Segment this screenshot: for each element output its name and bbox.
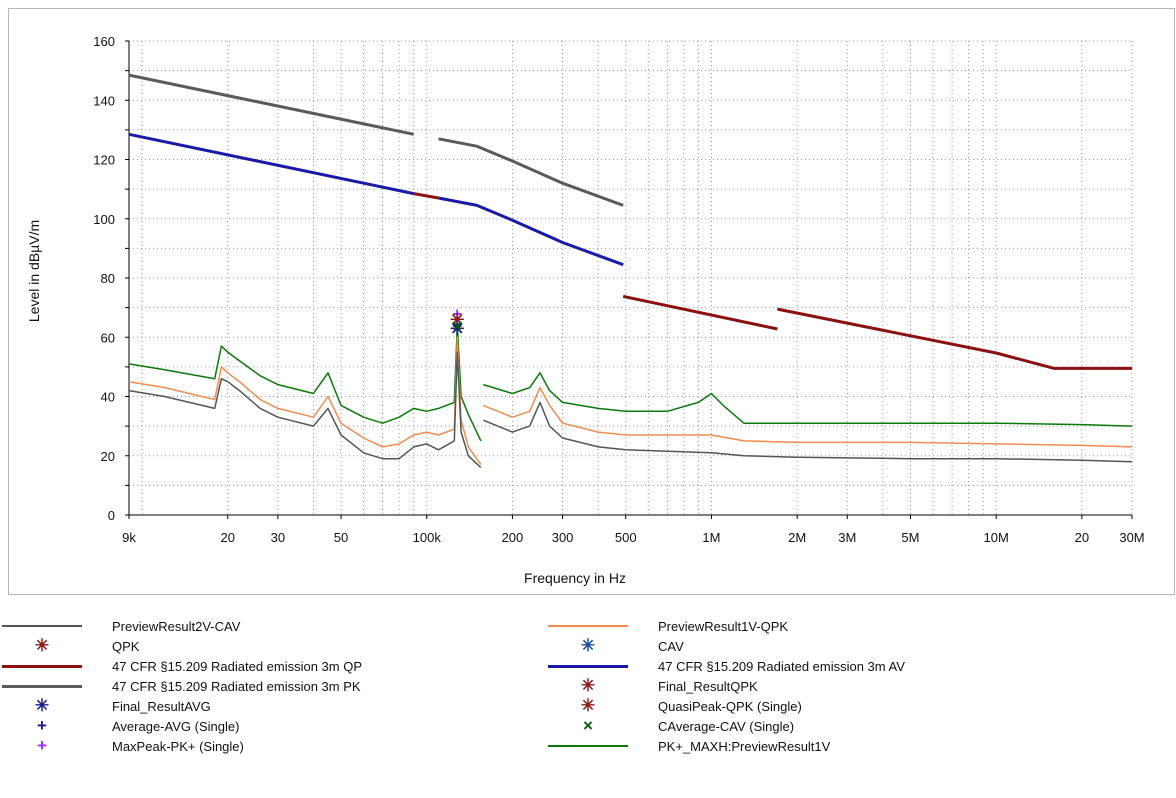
legend-label: 47 CFR §15.209 Radiated emission 3m QP (112, 658, 363, 674)
x-tick-label: 20 (220, 530, 234, 545)
series-line (438, 196, 624, 267)
legend-label: 47 CFR §15.209 Radiated emission 3m AV (658, 658, 905, 674)
series-line (483, 372, 1133, 427)
legend-item: ✳ CAV (546, 636, 684, 656)
legend-item: + MaxPeak-PK+ (Single) (0, 736, 244, 756)
series-line (622, 294, 778, 331)
legend-item: ✳ QuasiPeak-QPK (Single) (546, 696, 802, 716)
x-tick-label: 30M (1119, 530, 1144, 545)
x-tick-label: 1M (702, 530, 720, 545)
y-tick-label: 140 (93, 93, 115, 108)
legend-label: CAverage-CAV (Single) (658, 718, 795, 734)
x-tick-label: 500 (615, 530, 637, 545)
marker-point: ✳ (450, 319, 464, 338)
series-line (777, 307, 1132, 370)
y-axis-label: Level in dBµV/m (26, 220, 42, 322)
legend-line-swatch (546, 616, 630, 636)
legend-label: Final_ResultQPK (658, 678, 758, 694)
legend-line-swatch (546, 736, 630, 756)
x-tick-label: 5M (901, 530, 919, 545)
series-line (438, 137, 624, 207)
x-tick-label: 100k (413, 530, 442, 545)
y-tick-label: 160 (93, 34, 115, 49)
legend-label: Final_ResultAVG (112, 698, 211, 714)
y-tick-label: 40 (101, 390, 115, 405)
legend: PreviewResult2V-CAV PreviewResult1V-QPK ✳ Q… (0, 616, 1176, 796)
legend-item: × CAverage-CAV (Single) (546, 716, 794, 736)
series-line (483, 401, 1133, 463)
x-tick-label: 50 (334, 530, 348, 545)
legend-item: + Average-AVG (Single) (0, 716, 239, 736)
x-tick-label: 30 (271, 530, 285, 545)
legend-item: ✳ Final_ResultQPK (546, 676, 758, 696)
legend-item: ✳ Final_ResultAVG (0, 696, 211, 716)
legend-label: PK+_MAXH:PreviewResult1V (658, 738, 831, 754)
y-axis-ticks: 0 20 40 60 80 100 120 140 160 (93, 34, 129, 523)
legend-label: PreviewResult1V-QPK (658, 618, 789, 634)
y-tick-label: 20 (101, 449, 115, 464)
marker-point: + (452, 305, 462, 324)
legend-label: QPK (112, 638, 140, 654)
legend-item: 47 CFR §15.209 Radiated emission 3m QP (0, 656, 362, 676)
legend-marker-icon: ✳ (580, 676, 596, 695)
series-line (483, 386, 1133, 448)
legend-item: ✳ QPK (0, 636, 140, 656)
y-tick-label: 100 (93, 212, 115, 227)
chart-frame: 0 20 40 60 80 100 120 140 160 9k 20 30 50 100k 200 300… (8, 8, 1175, 595)
legend-marker-icon: ✳ (34, 696, 50, 715)
x-tick-label: 3M (838, 530, 856, 545)
legend-label: Average-AVG (Single) (112, 718, 240, 734)
marker-point: ✳ (450, 310, 464, 329)
legend-line-swatch (0, 656, 84, 676)
legend-label: PreviewResult2V-CAV (112, 618, 241, 634)
legend-marker-icon: ✳ (580, 696, 596, 715)
x-tick-label: 9k (122, 530, 136, 545)
x-tick-label: 300 (552, 530, 574, 545)
x-tick-label: 20 (1075, 530, 1089, 545)
x-tick-label: 2M (788, 530, 806, 545)
series-line (128, 351, 482, 469)
legend-marker-icon: × (583, 716, 593, 735)
emission-chart: 0 20 40 60 80 100 120 140 160 9k 20 30 50 100k 200 300… (26, 34, 1145, 586)
x-tick-label: 200 (502, 530, 524, 545)
marker-point: ✳ (450, 310, 464, 329)
marker-point: + (452, 316, 462, 335)
x-tick-label: 10M (984, 530, 1009, 545)
legend-marker-icon: ✳ (580, 636, 596, 655)
marker-point: ✳ (450, 319, 464, 338)
legend-item: PreviewResult1V-QPK (546, 616, 788, 636)
grid (128, 40, 1133, 516)
legend-item: PK+_MAXH:PreviewResult1V (546, 736, 830, 756)
markers: +✳✳✳✳+× (450, 305, 464, 339)
series-line (413, 192, 439, 200)
legend-marker-icon: + (37, 736, 47, 755)
y-tick-label: 60 (101, 330, 115, 345)
legend-label: MaxPeak-PK+ (Single) (112, 738, 244, 754)
x-axis-ticks: 9k 20 30 50 100k 200 300 500 1M 2M 3M 5M 10M 20 30M (122, 515, 1145, 545)
legend-line-swatch (546, 656, 630, 676)
legend-item: 47 CFR §15.209 Radiated emission 3m PK (0, 676, 361, 696)
series-line (128, 132, 415, 196)
legend-marker-icon: + (37, 716, 47, 735)
marker-point: × (452, 316, 462, 335)
legend-label: 47 CFR §15.209 Radiated emission 3m PK (112, 678, 361, 694)
legend-label: QuasiPeak-QPK (Single) (658, 698, 802, 714)
legend-label: CAV (658, 638, 684, 654)
y-tick-label: 120 (93, 153, 115, 168)
legend-line-swatch (0, 676, 84, 696)
legend-item: PreviewResult2V-CAV (0, 616, 240, 636)
series-lines (128, 73, 1133, 469)
legend-line-swatch (0, 616, 84, 636)
x-axis-label: Frequency in Hz (524, 570, 626, 586)
y-tick-label: 80 (101, 271, 115, 286)
legend-item: 47 CFR §15.209 Radiated emission 3m AV (546, 656, 905, 676)
legend-marker-icon: ✳ (34, 636, 50, 655)
series-line (128, 73, 415, 136)
y-tick-label: 0 (108, 508, 115, 523)
